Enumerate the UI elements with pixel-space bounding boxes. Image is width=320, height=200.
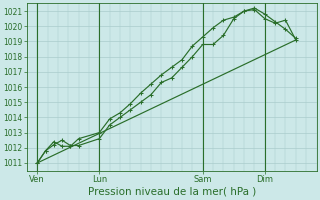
X-axis label: Pression niveau de la mer( hPa ): Pression niveau de la mer( hPa ) (88, 187, 256, 197)
